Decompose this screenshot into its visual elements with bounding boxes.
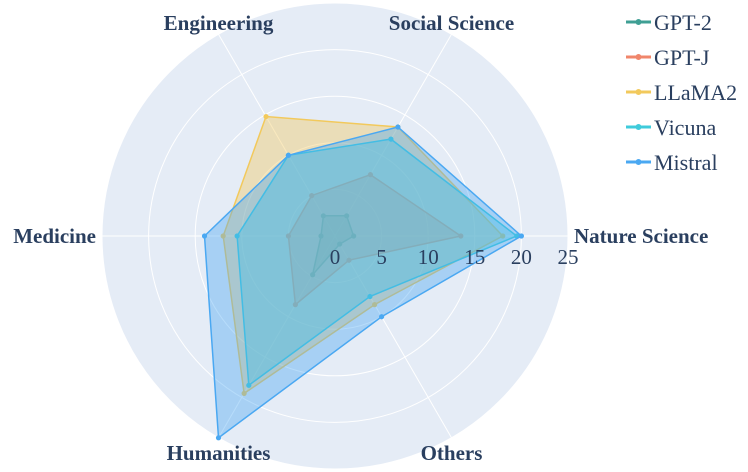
radial-tick-label: 15 (464, 245, 485, 269)
data-point (395, 124, 401, 130)
data-point (344, 213, 350, 219)
data-point (201, 233, 208, 239)
series-mistral (201, 124, 525, 441)
data-point (234, 233, 240, 239)
data-point (458, 233, 464, 239)
grid-spoke (218, 235, 336, 439)
data-point (220, 233, 226, 239)
data-point (215, 435, 222, 441)
data-point (309, 193, 315, 199)
data-point (518, 233, 525, 239)
series-gpt-j (285, 172, 464, 308)
legend-item[interactable]: GPT-J (626, 45, 710, 70)
legend-label: Vicuna (654, 115, 716, 140)
legend-item[interactable]: GPT-2 (626, 10, 712, 35)
legend-marker (635, 89, 642, 95)
radial-tick-label: 0 (330, 245, 341, 269)
data-point (263, 113, 269, 120)
series-gpt-2 (310, 213, 357, 278)
legend-marker (635, 124, 642, 130)
data-point (351, 233, 357, 239)
axis-label: Humanities (167, 441, 271, 465)
data-point (318, 233, 324, 239)
legend-label: LLaMA2 (654, 80, 737, 105)
data-point (285, 233, 291, 239)
legend-item[interactable]: Vicuna (626, 115, 716, 140)
axis-labels: Nature Science Social Science Engineering M… (13, 11, 708, 465)
legend-item[interactable]: LLaMA2 (626, 80, 737, 105)
data-point (367, 172, 374, 178)
data-point (367, 293, 373, 300)
grid-spoke (218, 33, 336, 237)
legend-label: GPT-2 (654, 10, 712, 35)
data-point (241, 390, 247, 396)
legend-marker (635, 54, 642, 60)
data-point (379, 314, 385, 320)
legend-item[interactable]: Mistral (626, 150, 718, 175)
legend-marker (635, 19, 642, 25)
data-point (500, 233, 506, 239)
data-point (388, 136, 394, 142)
axis-label: Nature Science (574, 224, 708, 248)
data-point (337, 241, 343, 247)
legend-label: Mistral (654, 150, 718, 175)
axis-label: Others (421, 441, 483, 465)
radial-tick-label: 25 (558, 245, 579, 269)
radar-grid (101, 2, 569, 470)
grid-spoke (334, 33, 452, 237)
grid-spoke (334, 235, 452, 439)
data-point (246, 382, 252, 388)
radial-tick-label: 5 (376, 245, 387, 269)
data-point (372, 302, 378, 308)
radial-tick-label: 10 (418, 245, 439, 269)
legend-label: GPT-J (654, 45, 710, 70)
axis-label: Social Science (389, 11, 514, 35)
series-vicuna (234, 136, 520, 388)
radar-series (201, 113, 525, 441)
data-point (310, 272, 316, 278)
axis-label: Engineering (164, 11, 274, 35)
data-point (346, 257, 352, 263)
legend-marker (635, 159, 642, 165)
radial-ticks: 0 5 10 15 20 25 (330, 245, 579, 269)
data-point (292, 302, 298, 308)
legend[interactable]: GPT-2 GPT-J LLaMA2 Vicuna Mistral (626, 10, 737, 175)
radial-tick-label: 20 (511, 245, 532, 269)
axis-label: Medicine (13, 224, 96, 248)
data-point (285, 152, 291, 158)
data-point (320, 213, 326, 219)
